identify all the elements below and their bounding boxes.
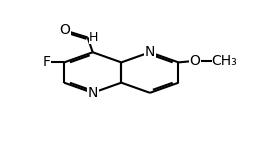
- Text: N: N: [88, 86, 98, 100]
- Text: H: H: [89, 31, 98, 44]
- Text: O: O: [189, 54, 200, 68]
- Text: F: F: [42, 55, 50, 69]
- Text: O: O: [59, 23, 70, 37]
- Text: CH₃: CH₃: [212, 54, 237, 68]
- Text: N: N: [145, 45, 155, 59]
